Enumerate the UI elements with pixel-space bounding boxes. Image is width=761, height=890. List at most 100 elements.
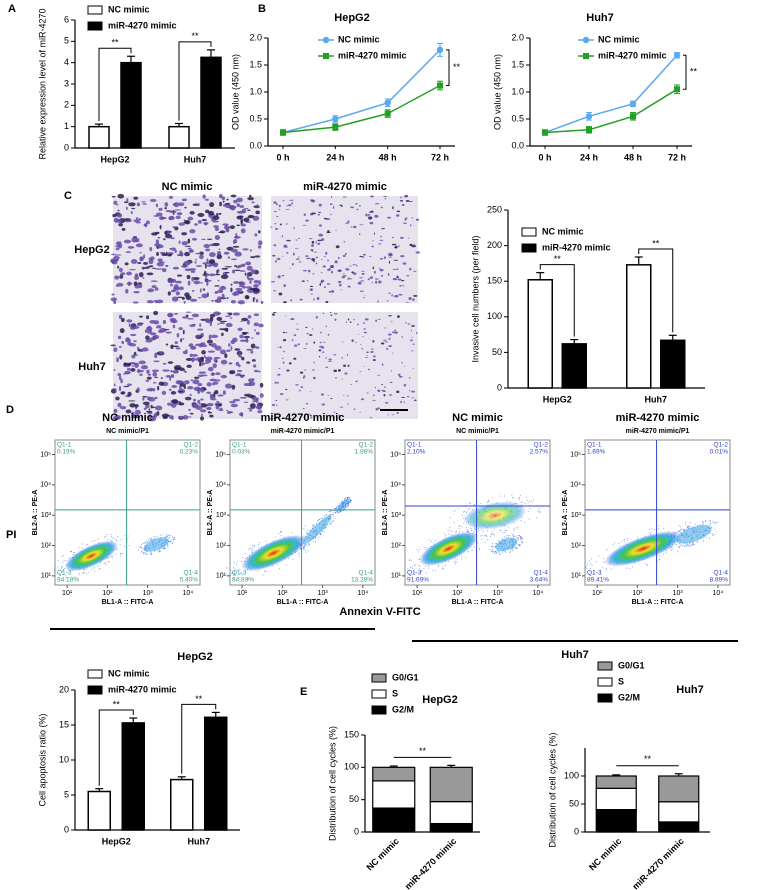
cell xyxy=(363,365,365,367)
event-dot xyxy=(340,510,342,512)
cell xyxy=(363,331,368,334)
cell xyxy=(225,271,230,274)
cell xyxy=(169,415,172,420)
significance-bracket xyxy=(98,709,134,786)
cell xyxy=(207,366,214,372)
cell xyxy=(214,285,220,287)
event-dot xyxy=(233,575,235,577)
bar xyxy=(121,722,145,831)
chart-subtitle: NC mimic/P1 xyxy=(106,428,149,435)
cell xyxy=(150,404,153,409)
event-dot xyxy=(299,547,301,549)
cell xyxy=(230,287,233,293)
event-dot xyxy=(681,544,683,546)
marker xyxy=(437,82,443,89)
event-dot xyxy=(518,497,520,499)
event-dot xyxy=(520,501,522,503)
event-dot xyxy=(531,501,533,503)
event-dot xyxy=(586,568,588,570)
event-dot xyxy=(304,544,306,546)
cell xyxy=(373,394,375,397)
cell xyxy=(391,331,395,333)
x-tick-label: Huh7 xyxy=(184,154,207,164)
cell xyxy=(128,323,131,328)
event-dot xyxy=(106,534,108,536)
cell xyxy=(383,256,386,260)
event-dot xyxy=(434,539,436,541)
x-tick-label: 10² xyxy=(102,590,113,597)
cell xyxy=(309,288,313,292)
cell xyxy=(409,267,412,271)
cell xyxy=(372,359,376,361)
cell xyxy=(282,200,285,202)
cell xyxy=(273,201,277,204)
cell xyxy=(355,202,358,205)
cell xyxy=(118,223,123,227)
cell xyxy=(323,286,327,289)
cell xyxy=(366,354,368,356)
event-dot xyxy=(461,514,463,516)
event-dot xyxy=(341,510,343,512)
cell xyxy=(183,221,190,224)
marker xyxy=(280,129,286,136)
event-dot xyxy=(671,540,673,542)
cell xyxy=(342,275,347,277)
cell xyxy=(186,262,192,264)
event-dot xyxy=(474,533,476,535)
event-dot xyxy=(70,550,72,552)
event-dot xyxy=(463,510,465,512)
event-dot xyxy=(674,540,676,542)
event-dot xyxy=(63,554,65,556)
cell xyxy=(211,300,214,302)
cell xyxy=(226,409,229,412)
cell xyxy=(165,234,173,239)
cell xyxy=(226,198,229,201)
cell xyxy=(144,329,147,333)
y-tick-label: 1.0 xyxy=(249,86,262,96)
event-dot xyxy=(167,534,169,536)
event-dot xyxy=(589,567,591,569)
quadrant-percent: 0.23% xyxy=(180,449,199,456)
cell xyxy=(117,335,122,340)
event-dot xyxy=(513,528,515,530)
cell xyxy=(181,241,188,246)
event-dot xyxy=(170,540,172,542)
cell xyxy=(370,350,374,353)
cell xyxy=(238,349,240,351)
cell xyxy=(112,260,118,265)
event-dot xyxy=(678,530,680,532)
cell xyxy=(142,396,148,398)
event-dot xyxy=(646,564,648,566)
cell xyxy=(189,412,194,415)
event-dot xyxy=(477,542,479,544)
cell xyxy=(283,244,287,247)
quadrant-name: Q1-1 xyxy=(232,442,247,449)
density-cloud xyxy=(495,537,518,552)
event-dot xyxy=(702,522,704,524)
event-dot xyxy=(235,563,237,565)
event-dot xyxy=(325,513,327,515)
event-dot xyxy=(107,539,109,541)
quadrant-name: Q1-4 xyxy=(184,570,199,577)
event-dot xyxy=(527,502,529,504)
cell xyxy=(408,237,410,239)
event-dot xyxy=(488,499,490,501)
cell xyxy=(145,379,150,382)
cell xyxy=(361,270,365,272)
cell xyxy=(331,270,333,274)
event-dot xyxy=(675,532,677,534)
line xyxy=(282,84,441,134)
event-dot xyxy=(124,534,126,536)
event-dot xyxy=(82,572,84,574)
cell xyxy=(135,217,139,220)
density-cloud xyxy=(419,531,478,566)
cell xyxy=(313,376,316,380)
cell xyxy=(328,269,331,271)
line xyxy=(544,88,678,134)
column-header: miR-4270 mimic xyxy=(303,181,387,193)
cell xyxy=(156,251,159,257)
x-tick-label: 10³ xyxy=(143,590,154,597)
event-dot xyxy=(680,529,682,531)
event-dot xyxy=(520,520,522,522)
quadrant-name: Q1-3 xyxy=(587,570,602,577)
